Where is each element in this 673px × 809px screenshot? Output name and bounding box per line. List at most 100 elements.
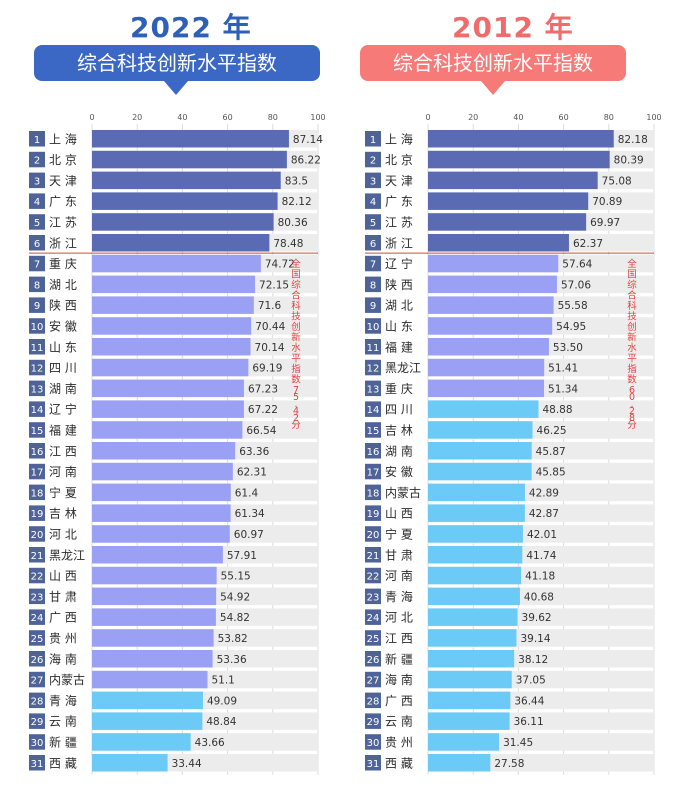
chart-2012-rank-label-28: 28	[367, 696, 380, 707]
chart-2012-note-char-16: 8	[629, 413, 635, 424]
chart-2022-rank-label-16: 16	[31, 447, 44, 458]
chart-2022-note-char-6: 创	[291, 321, 301, 333]
chart-2022-value-label-15: 66.54	[246, 425, 276, 437]
chart-2012-category-label-22: 河 南	[385, 568, 413, 583]
chart-2012-value-label-30: 31.45	[503, 737, 533, 749]
chart-2012-rank-label-17: 17	[367, 468, 380, 479]
chart-2022-value-label-10: 70.44	[255, 321, 285, 333]
chart-2022-rank-box-22	[29, 567, 45, 584]
chart-2012-rank-box-3	[365, 172, 381, 189]
chart-2012-category-label-14: 四 川	[385, 403, 413, 417]
chart-2022-category-label-16: 江 西	[49, 444, 77, 458]
chart-2022-category-label-15: 福 建	[49, 422, 77, 437]
chart-2012-category-label-15: 吉 林	[385, 423, 413, 437]
chart-2022-bar-19	[92, 504, 231, 522]
chart-2022-rank-label-24: 24	[31, 613, 44, 624]
chart-2012-rank-label-14: 14	[367, 405, 380, 416]
chart-2012-value-label-1: 82.18	[618, 134, 648, 146]
chart-2012-value-label-6: 62.37	[573, 238, 603, 250]
chart-2022-value-label-5: 80.36	[278, 217, 308, 229]
chart-2012-rank-box-4	[365, 193, 381, 209]
chart-2022-rank-box-15	[29, 422, 45, 438]
chart-2022-bar-13	[92, 379, 244, 398]
chart-2022-rank-label-25: 25	[31, 634, 44, 645]
chart-2012-rank-box-31	[365, 755, 381, 771]
chart-2012-note-char-2: 综	[627, 279, 637, 291]
chart-2022-category-label-23: 甘 肃	[49, 590, 77, 604]
chart-2022-bar-11	[92, 338, 251, 356]
chart-2022-bar-7	[92, 254, 261, 273]
chart-2022-rank-label-21: 21	[31, 551, 44, 562]
chart-2012-category-label-27: 海 南	[385, 672, 413, 687]
chart-2012-rank-label-19: 19	[367, 509, 380, 520]
chart-2022-rank-label-10: 10	[31, 322, 44, 333]
chart-2022-value-label-27: 51.1	[211, 675, 234, 687]
chart-2022-bar-8	[92, 275, 256, 294]
chart-2022-category-label-26: 海 南	[49, 651, 77, 666]
chart-2012-value-label-4: 70.89	[592, 196, 622, 208]
chart-2012-tick-label-0: 0	[425, 113, 430, 122]
chart-2022-rank-box-10	[29, 318, 45, 334]
chart-2012-note-char-10: 指	[627, 363, 637, 375]
chart-2022-category-label-31: 西 藏	[49, 756, 77, 770]
chart-2012-bar-24	[428, 608, 518, 626]
chart-2012-value-label-2: 80.39	[614, 155, 644, 167]
chart-2022-rank-label-20: 20	[31, 530, 44, 541]
chart-2022-note-char-16: 2	[293, 413, 299, 424]
chart-2022-rank-label-6: 6	[34, 239, 40, 250]
chart-2022-value-label-21: 57.91	[227, 550, 257, 562]
chart-2012-rank-label-4: 4	[370, 197, 376, 208]
chart-2022-value-label-22: 55.15	[221, 571, 251, 583]
chart-2022-rank-box-30	[29, 734, 45, 750]
chart-2022-note-char-15: 4	[293, 406, 299, 417]
chart-2022-category-label-13: 湖 南	[49, 381, 77, 396]
chart-2022-category-label-6: 浙 江	[49, 236, 77, 250]
chart-2012-value-label-15: 46.25	[537, 425, 567, 437]
chart-2012-rank-label-11: 11	[367, 343, 380, 354]
chart-2012-rank-label-12: 12	[367, 364, 380, 375]
chart-2022-rank-label-14: 14	[31, 405, 44, 416]
chart-2012-category-label-8: 陕 西	[385, 277, 413, 292]
chart-2012-category-label-6: 浙 江	[385, 236, 413, 250]
chart-2012-rank-box-2	[365, 151, 381, 168]
chart-2012-rank-box-16	[365, 443, 381, 459]
chart-2022-bar-25	[92, 629, 214, 647]
chart-2022-category-label-8: 湖 北	[49, 277, 77, 292]
chart-2022-rank-label-19: 19	[31, 509, 44, 520]
chart-2012-rank-label-27: 27	[367, 676, 380, 687]
chart-2012-bar-18	[428, 483, 525, 502]
chart-2012-note-char-4: 科	[627, 300, 637, 312]
banner-pointer-2022	[164, 81, 188, 95]
chart-2012-category-label-24: 河 北	[385, 611, 413, 625]
chart-2022-rank-box-8	[29, 276, 45, 293]
chart-2022-rank-box-27	[29, 671, 45, 688]
chart-2022-bar-6	[92, 234, 270, 252]
chart-2022-rank-box-14	[29, 401, 45, 417]
chart-2022-value-label-9: 71.6	[258, 300, 282, 312]
chart-2022-category-label-2: 北 京	[49, 153, 77, 167]
chart-2022-category-label-7: 重 庆	[49, 257, 77, 271]
chart-2022-bar-20	[92, 525, 230, 543]
chart-2012-rank-box-22	[365, 567, 381, 584]
chart-2012-bar-23	[428, 587, 520, 606]
chart-2022-rank-box-31	[29, 755, 45, 771]
chart-2012-rank-label-24: 24	[367, 613, 380, 624]
chart-2022-rank-label-27: 27	[31, 676, 44, 687]
chart-2022-category-label-20: 河 北	[49, 527, 77, 541]
chart-2022-rank-box-21	[29, 547, 45, 563]
chart-2012-bar-17	[428, 462, 532, 481]
chart-2022-rank-box-12	[29, 359, 45, 376]
chart-2022-category-label-18: 宁 夏	[49, 485, 77, 500]
chart-2012-value-label-31: 27.58	[494, 758, 524, 770]
chart-2012-rank-box-23	[365, 588, 381, 605]
chart-2022-rank-label-30: 30	[31, 738, 44, 749]
chart-2012-value-label-11: 53.50	[553, 342, 583, 354]
chart-2022-tick-label-5: 100	[310, 113, 325, 122]
chart-2012-category-label-12: 黑龙江	[385, 361, 421, 375]
chart-2022-category-label-24: 广 西	[49, 611, 77, 625]
chart-2022-rank-box-29	[29, 713, 45, 729]
chart-2012-category-label-26: 新 疆	[385, 651, 413, 666]
chart-2022-value-label-23: 54.92	[220, 591, 250, 603]
chart-2022-note-char-12: 7	[293, 385, 299, 396]
chart-2022-note-char-9: 平	[291, 354, 301, 365]
